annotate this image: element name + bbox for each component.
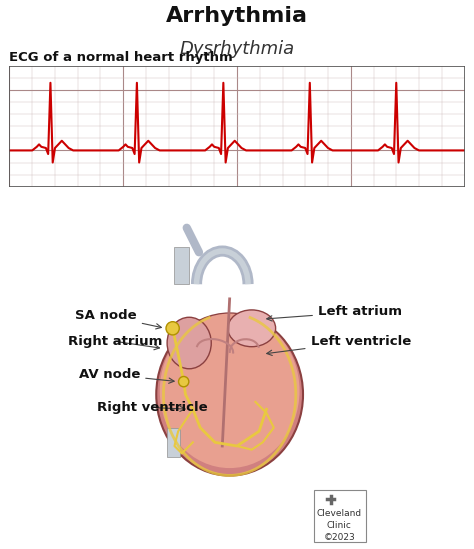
Ellipse shape	[156, 313, 303, 475]
Text: Left ventricle: Left ventricle	[267, 335, 411, 355]
Text: Left atrium: Left atrium	[267, 305, 402, 321]
Ellipse shape	[167, 317, 211, 369]
Text: Right atrium: Right atrium	[68, 335, 162, 350]
Text: Right ventricle: Right ventricle	[97, 401, 208, 414]
Text: Arrhythmia: Arrhythmia	[166, 7, 308, 26]
Text: Cleveland
Clinic
©2023: Cleveland Clinic ©2023	[317, 509, 362, 542]
FancyBboxPatch shape	[314, 490, 366, 542]
Ellipse shape	[160, 313, 300, 468]
Circle shape	[179, 377, 189, 387]
Text: AV node: AV node	[79, 368, 174, 383]
Text: ECG of a normal heart rhythm: ECG of a normal heart rhythm	[9, 51, 233, 64]
Bar	[167, 428, 180, 457]
Bar	[174, 248, 189, 284]
Text: SA node: SA node	[75, 309, 161, 329]
Ellipse shape	[228, 310, 275, 347]
Text: Dysrhythmia: Dysrhythmia	[180, 41, 294, 58]
FancyArrowPatch shape	[187, 228, 199, 252]
Circle shape	[166, 322, 179, 335]
